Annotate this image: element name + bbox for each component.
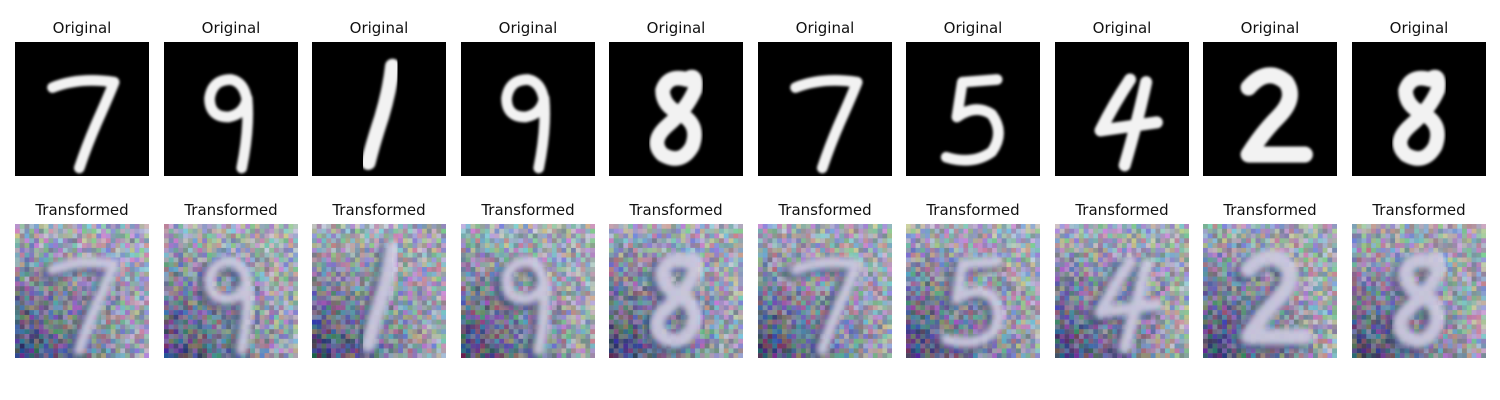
- digit-canvas: [1352, 42, 1486, 176]
- digit-canvas: [15, 224, 149, 358]
- transformed-digit-image: [312, 224, 446, 358]
- panel-title: Original: [589, 19, 763, 37]
- original-digit-image: [609, 42, 743, 176]
- transformed-digit-image: [609, 224, 743, 358]
- transformed-panel-10: Transformed: [1352, 201, 1486, 358]
- digit-canvas: [164, 224, 298, 358]
- transformed-panel-1: Transformed: [15, 201, 149, 358]
- transformed-digit-image: [164, 224, 298, 358]
- transformed-digit-image: [1055, 224, 1189, 358]
- transformed-digit-image: [15, 224, 149, 358]
- transformed-panel-2: Transformed: [164, 201, 298, 358]
- original-digit-image: [758, 42, 892, 176]
- image-background: [461, 42, 595, 176]
- panel-title: Transformed: [1332, 201, 1500, 219]
- panel-title: Transformed: [886, 201, 1060, 219]
- original-digit-image: [461, 42, 595, 176]
- panel-title: Original: [1332, 19, 1500, 37]
- digit-canvas: [609, 42, 743, 176]
- transformed-panel-8: Transformed: [1055, 201, 1189, 358]
- transformed-digit-image: [758, 224, 892, 358]
- panel-title: Transformed: [589, 201, 763, 219]
- digit-canvas: [1055, 224, 1189, 358]
- digit-canvas: [906, 42, 1040, 176]
- original-digit-image: [906, 42, 1040, 176]
- panel-title: Original: [292, 19, 466, 37]
- digit-canvas: [312, 224, 446, 358]
- digit-canvas: [461, 42, 595, 176]
- digit-canvas: [461, 224, 595, 358]
- digit-canvas: [1203, 42, 1337, 176]
- digit-canvas: [1203, 224, 1337, 358]
- panel-title: Original: [886, 19, 1060, 37]
- original-panel-3: Original: [312, 19, 446, 176]
- noise-texture: [164, 224, 298, 358]
- transformed-panel-4: Transformed: [461, 201, 595, 358]
- digit-canvas: [1352, 224, 1486, 358]
- image-background: [164, 42, 298, 176]
- original-digit-image: [1055, 42, 1189, 176]
- transformed-digit-image: [461, 224, 595, 358]
- digit-canvas: [906, 224, 1040, 358]
- original-panel-10: Original: [1352, 19, 1486, 176]
- digit-canvas: [164, 42, 298, 176]
- panel-title: Original: [1183, 19, 1357, 37]
- original-digit-image: [1352, 42, 1486, 176]
- noise-texture: [461, 224, 595, 358]
- digit-canvas: [758, 42, 892, 176]
- original-digit-image: [1203, 42, 1337, 176]
- original-panel-7: Original: [906, 19, 1040, 176]
- transformed-panel-5: Transformed: [609, 201, 743, 358]
- transformed-panel-3: Transformed: [312, 201, 446, 358]
- digit-canvas: [312, 42, 446, 176]
- original-digit-image: [312, 42, 446, 176]
- transformed-panel-9: Transformed: [1203, 201, 1337, 358]
- panel-title: Transformed: [292, 201, 466, 219]
- transformed-panel-7: Transformed: [906, 201, 1040, 358]
- original-panel-8: Original: [1055, 19, 1189, 176]
- original-digit-image: [15, 42, 149, 176]
- original-panel-9: Original: [1203, 19, 1337, 176]
- original-panel-5: Original: [609, 19, 743, 176]
- digit-canvas: [609, 224, 743, 358]
- original-panel-1: Original: [15, 19, 149, 176]
- transformed-digit-image: [1203, 224, 1337, 358]
- digit-canvas: [758, 224, 892, 358]
- transformed-digit-image: [1352, 224, 1486, 358]
- panel-title: Transformed: [1183, 201, 1357, 219]
- transformed-digit-image: [906, 224, 1040, 358]
- original-panel-6: Original: [758, 19, 892, 176]
- original-panel-4: Original: [461, 19, 595, 176]
- digit-canvas: [1055, 42, 1189, 176]
- original-digit-image: [164, 42, 298, 176]
- digit-canvas: [15, 42, 149, 176]
- transformed-panel-6: Transformed: [758, 201, 892, 358]
- original-panel-2: Original: [164, 19, 298, 176]
